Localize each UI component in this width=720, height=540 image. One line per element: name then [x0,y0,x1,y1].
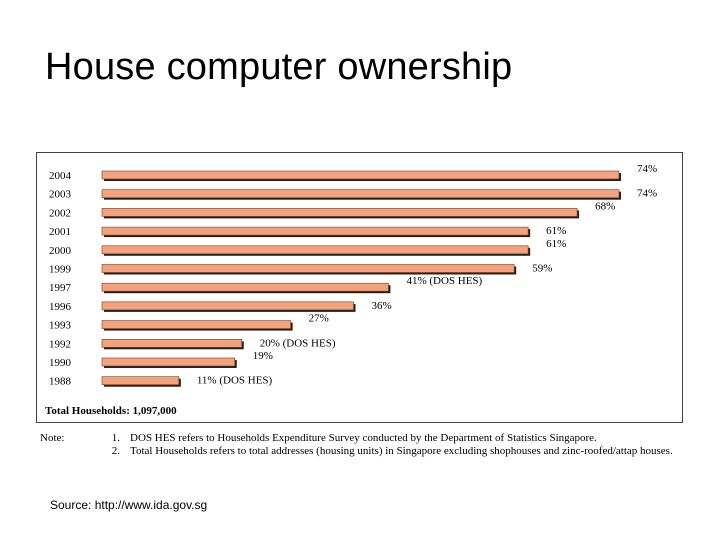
note-label: Note: [40,432,65,444]
bar [101,245,529,255]
category-label: 1993 [49,320,72,332]
category-label: 2002 [49,207,71,219]
bar [101,208,578,217]
category-label: 1988 [49,376,72,388]
note-text: Total Households refers to total address… [130,445,673,457]
data-label: 61% [546,225,566,237]
category-label: 1992 [49,338,71,350]
category-label: 1999 [49,264,72,276]
category-label: 2004 [49,170,72,182]
bar [101,264,515,273]
data-label: 74% [637,188,657,200]
note-2: 2. Total Households refers to total addr… [40,445,680,458]
category-label: 2001 [49,226,71,238]
data-label: 61% [546,238,566,250]
bar [101,189,620,199]
bar [101,170,620,180]
note-1: Note: 1. DOS HES refers to Households Ex… [40,432,680,445]
bar [101,226,529,236]
note-text: DOS HES refers to Households Expenditure… [130,432,597,444]
data-label: 27% [309,313,329,325]
bar [101,376,180,385]
category-label: 2003 [49,189,72,201]
chart-frame: 2004 74% 2003 74% 2002 68% 2001 61% 2000 61% 1999 5… [36,152,683,423]
data-label: 11% (DOS HES) [197,375,273,387]
category-label: 1997 [49,282,72,294]
data-label: 41% (DOS HES) [406,275,482,287]
page-title: House computer ownership [45,46,513,88]
data-label: 68% [595,200,615,212]
bar [101,282,389,292]
note-number: 1. [111,432,120,444]
bar [101,357,236,367]
category-label: 1996 [49,301,72,313]
category-label: 2000 [49,245,72,257]
source-citation: Source: http://www.ida.gov.sg [50,498,208,512]
bar [101,339,243,348]
data-label: 36% [372,300,392,312]
data-label: 19% [253,350,273,362]
category-label: 1990 [49,357,72,369]
chart-footer: Total Households: 1,097,000 [45,405,177,417]
data-label: 59% [532,263,552,275]
data-label: 20% (DOS HES) [260,337,336,349]
notes-section: Note: 1. DOS HES refers to Households Ex… [40,432,680,458]
note-number: 2. [111,445,120,457]
bar-chart: 2004 74% 2003 74% 2002 68% 2001 61% 2000 61% 1999 5… [45,163,657,417]
bar [101,301,354,311]
data-label: 74% [637,163,657,175]
bar [101,320,291,329]
